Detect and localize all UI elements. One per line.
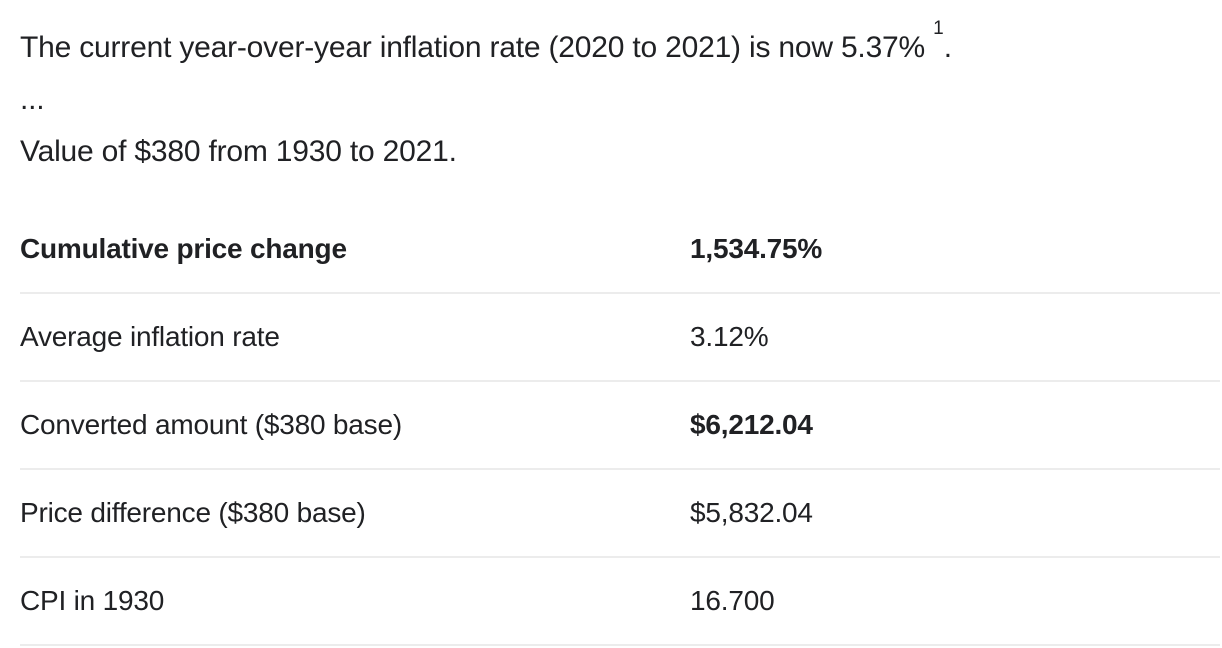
row-value: 3.12% [690, 321, 769, 352]
row-value: $5,832.04 [690, 497, 813, 528]
row-label: CPI in 1930 [20, 585, 165, 616]
table-row-average-inflation-rate: Average inflation rate 3.12% [20, 294, 1220, 382]
inflation-rate-sentence: The current year-over-year inflation rat… [20, 19, 1220, 74]
footnote-reference-link[interactable]: 1 [933, 18, 944, 39]
row-label: Cumulative price change [20, 233, 347, 264]
row-label: Average inflation rate [20, 321, 280, 352]
value-range-sentence: Value of $380 from 1930 to 2021. [20, 135, 457, 168]
row-value: 1,534.75% [690, 233, 823, 264]
table-row-price-difference: Price difference ($380 base) $5,832.04 [20, 470, 1220, 558]
row-label: Converted amount ($380 base) [20, 409, 402, 440]
row-value: 16.700 [690, 585, 775, 616]
row-value: $6,212.04 [690, 409, 813, 440]
row-label: Price difference ($380 base) [20, 497, 366, 528]
ellipsis-line: ... [20, 83, 45, 116]
inflation-rate-text: The current year-over-year inflation rat… [20, 31, 926, 64]
sentence-period: . [943, 31, 952, 64]
inflation-stats-table: Cumulative price change 1,534.75% Averag… [20, 206, 1220, 646]
table-row-converted-amount: Converted amount ($380 base) $6,212.04 [20, 382, 1220, 470]
table-row-cpi-1930: CPI in 1930 16.700 [20, 558, 1220, 646]
table-row-cumulative-price-change: Cumulative price change 1,534.75% [20, 206, 1220, 294]
